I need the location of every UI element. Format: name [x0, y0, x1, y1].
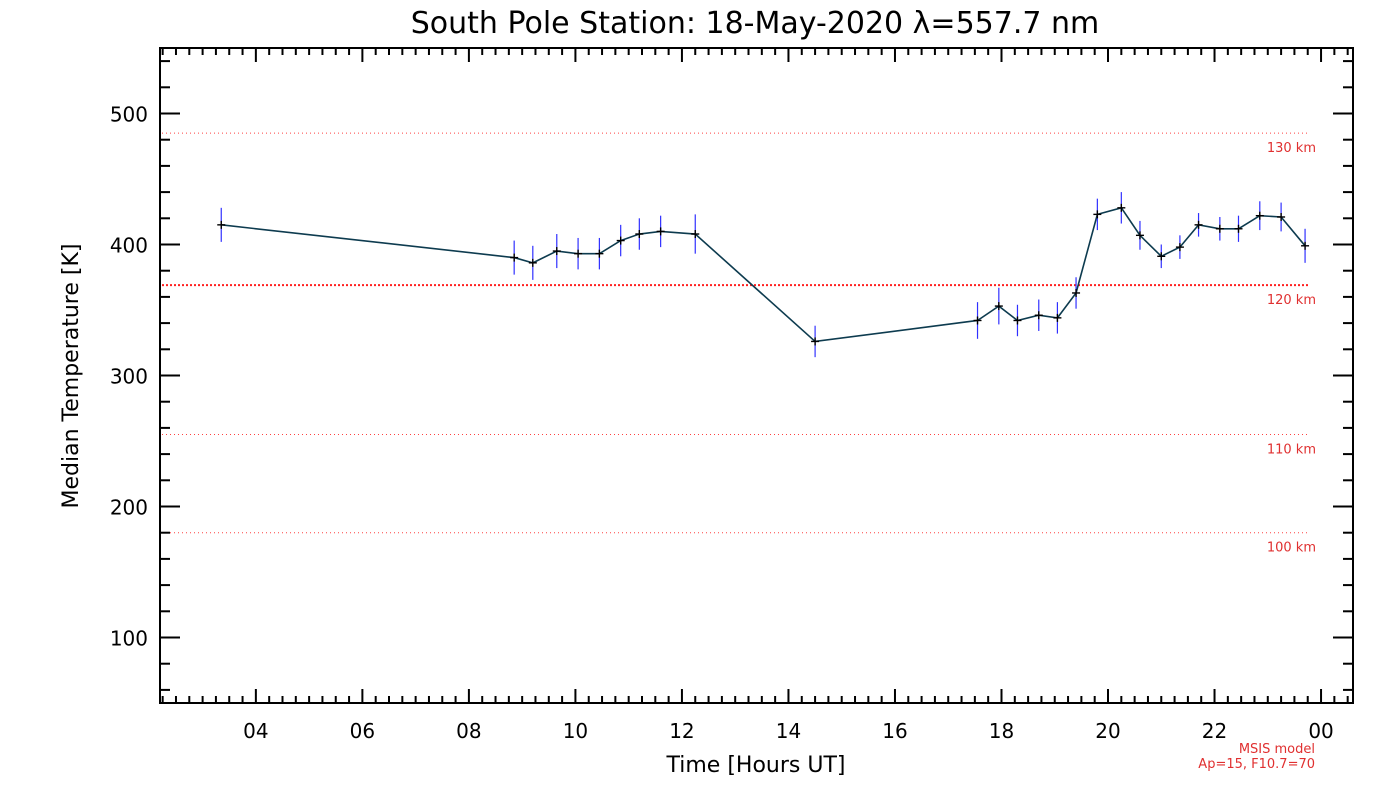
- series-line: [221, 206, 1306, 343]
- data-point: [1034, 311, 1043, 320]
- data-point: [635, 230, 644, 239]
- data-point: [510, 253, 519, 262]
- y-tick-label: 100: [110, 627, 148, 651]
- data-point: [616, 236, 625, 245]
- data-point: [1117, 203, 1126, 212]
- axis-tick-labels: 04 06 08 10 12 14 16 18 20 22 00 100 200 300 400 500: [110, 103, 1334, 744]
- model-lines: 130 km 120 km 110 km 100 km: [162, 132, 1316, 556]
- x-tick-label: 22: [1202, 719, 1227, 743]
- model-line-label: 100 km: [1267, 541, 1316, 556]
- x-tick-label: 20: [1095, 719, 1120, 743]
- data-point: [528, 258, 537, 267]
- msis-model-note: MSIS model: [1239, 742, 1315, 757]
- x-axis-label: Time [Hours UT]: [666, 753, 846, 778]
- x-tick-label: 06: [350, 719, 375, 743]
- data-point: [595, 249, 604, 258]
- model-line-label: 130 km: [1267, 141, 1316, 156]
- axis-ticks: [160, 48, 1353, 703]
- x-tick-label: 10: [563, 719, 588, 743]
- x-tick-label: 08: [456, 719, 481, 743]
- data-point: [691, 230, 700, 239]
- data-point: [656, 227, 665, 236]
- data-point: [973, 316, 982, 325]
- y-tick-label: 200: [110, 496, 148, 520]
- y-tick-label: 400: [110, 234, 148, 258]
- data-point: [811, 337, 820, 346]
- data-point: [574, 249, 583, 258]
- chart-title: South Pole Station: 18-May-2020 λ=557.7 …: [411, 6, 1099, 41]
- y-tick-label: 500: [110, 103, 148, 127]
- data-point: [217, 220, 226, 229]
- data-point: [1255, 211, 1264, 220]
- data-point: [1175, 243, 1184, 252]
- data-point: [1135, 231, 1144, 240]
- plot-frame: [159, 47, 1354, 704]
- data-point: [1072, 288, 1081, 297]
- x-tick-label: 18: [989, 719, 1014, 743]
- x-tick-label: 04: [243, 719, 268, 743]
- x-tick-label: 12: [669, 719, 694, 743]
- x-tick-label: 00: [1308, 719, 1333, 743]
- data-point: [1013, 316, 1022, 325]
- series-layer: [217, 192, 1310, 358]
- data-point: [1215, 224, 1224, 233]
- model-line-label: 110 km: [1267, 442, 1316, 457]
- data-point: [1194, 220, 1203, 229]
- y-axis-label: Median Temperature [K]: [59, 244, 84, 509]
- data-point: [1053, 313, 1062, 322]
- y-tick-label: 300: [110, 365, 148, 389]
- x-tick-label: 16: [882, 719, 907, 743]
- msis-params-note: Ap=15, F10.7=70: [1198, 757, 1315, 772]
- data-point: [994, 302, 1003, 311]
- data-point: [1234, 224, 1243, 233]
- data-point: [1157, 252, 1166, 261]
- x-tick-label: 14: [776, 719, 801, 743]
- model-line-label: 120 km: [1267, 293, 1316, 308]
- data-point: [1301, 241, 1310, 250]
- data-point: [1093, 210, 1102, 219]
- data-point: [1277, 212, 1286, 221]
- data-point: [552, 247, 561, 256]
